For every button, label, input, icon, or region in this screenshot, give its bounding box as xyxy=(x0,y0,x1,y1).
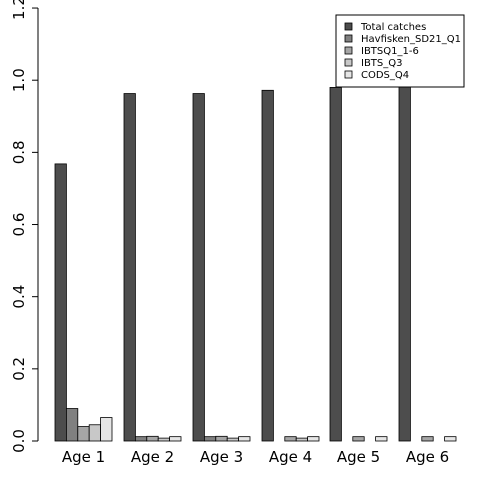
y-axis-ticks: 0.0 0.2 0.4 0.6 0.8 1.0 1.2 xyxy=(10,0,38,453)
legend-swatch xyxy=(344,22,353,31)
y-tick-label: 1.2 xyxy=(10,0,28,20)
legend-label: Havfisken_SD21_Q1 xyxy=(361,34,461,45)
legend-swatch xyxy=(344,70,353,79)
bar-4-4 xyxy=(375,436,388,442)
y-tick-label: 0.6 xyxy=(10,213,28,237)
bar-0-2 xyxy=(192,93,205,442)
y-tick-label: 0.8 xyxy=(10,140,28,164)
x-category-label: Age 4 xyxy=(269,448,312,466)
bar-2-1 xyxy=(146,435,159,442)
bar-0-0 xyxy=(54,163,67,442)
legend-label: Total catches xyxy=(360,22,426,33)
x-category-label: Age 2 xyxy=(131,448,174,466)
x-category-label: Age 5 xyxy=(337,448,380,466)
bar-0-5 xyxy=(398,85,411,442)
bar-1-1 xyxy=(134,436,148,442)
bar-0-1 xyxy=(123,93,136,442)
bar-2-2 xyxy=(215,435,228,442)
legend-label: IBTS_Q3 xyxy=(361,58,403,69)
legend: Total catchesHavfisken_SD21_Q1IBTSQ1_1-6… xyxy=(335,14,465,88)
bar-4-2 xyxy=(238,436,251,442)
x-category-label: Age 3 xyxy=(200,448,243,466)
bar-3-3 xyxy=(295,437,309,442)
bar-4-1 xyxy=(169,436,182,442)
bar-0-3 xyxy=(261,89,274,442)
y-tick-label: 0.2 xyxy=(10,357,28,381)
bar-4-3 xyxy=(307,436,320,442)
bar-4-5 xyxy=(444,436,457,442)
bar-2-0 xyxy=(77,426,90,442)
x-category-label: Age 6 xyxy=(406,448,449,466)
legend-swatch xyxy=(344,46,353,55)
legend-label: IBTSQ1_1-6 xyxy=(361,46,419,57)
bar-1-2 xyxy=(203,436,217,442)
bar-2-4 xyxy=(352,436,365,442)
legend-swatch xyxy=(344,58,353,67)
y-tick-label: 1.0 xyxy=(10,68,28,92)
bar-2-3 xyxy=(284,436,297,442)
y-tick-label: 0.0 xyxy=(10,429,28,453)
y-tick-label: 0.4 xyxy=(10,285,28,309)
x-axis-labels: Age 1 Age 2 Age 3 Age 4 Age 5 Age 6 xyxy=(62,448,449,466)
bar-2-5 xyxy=(421,436,434,442)
bar-0-4 xyxy=(329,87,342,442)
x-category-label: Age 1 xyxy=(62,448,105,466)
legend-box xyxy=(335,14,465,88)
bar-3-1 xyxy=(157,437,170,442)
legend-label: CODS_Q4 xyxy=(361,70,409,81)
bar-3-2 xyxy=(226,437,239,442)
legend-swatch xyxy=(344,34,353,43)
bar-1-0 xyxy=(66,408,79,442)
bar-3-0 xyxy=(88,424,101,442)
bars-group xyxy=(54,85,457,442)
bar-4-0 xyxy=(100,417,113,442)
